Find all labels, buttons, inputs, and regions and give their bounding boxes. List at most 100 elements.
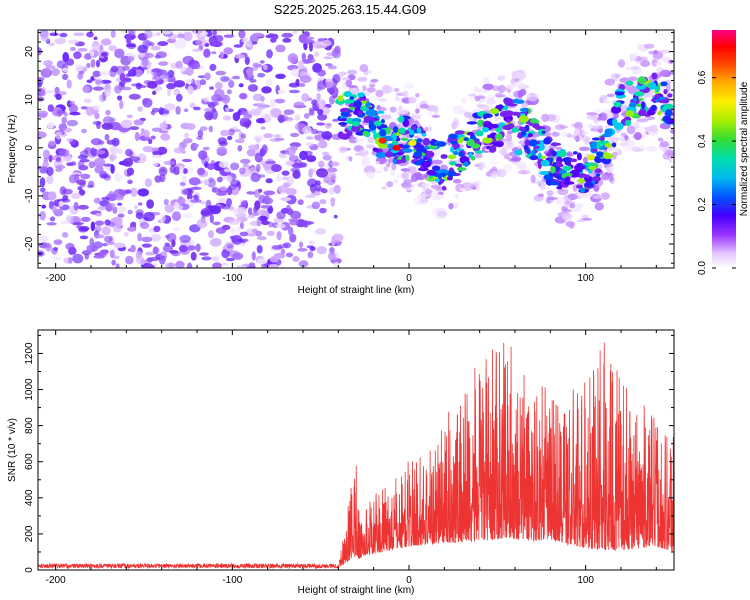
noise-blob xyxy=(181,158,192,163)
noise-blob xyxy=(212,30,217,39)
noise-blob xyxy=(68,39,80,45)
signal-halo-blob xyxy=(513,77,523,82)
signal-core-blob xyxy=(396,152,404,156)
noise-blob xyxy=(233,44,243,48)
signal-core-blob xyxy=(423,156,428,161)
spectrogram-blobs xyxy=(38,30,674,268)
signal-core-blob xyxy=(457,139,464,144)
noise-blob xyxy=(239,92,248,100)
noise-blob xyxy=(46,175,54,185)
noise-blob xyxy=(158,166,168,177)
signal-core-blob xyxy=(549,180,559,186)
signal-core-blob xyxy=(386,126,391,135)
signal-halo-blob xyxy=(634,148,644,152)
signal-halo-blob xyxy=(341,77,351,81)
noise-blob xyxy=(61,232,69,238)
signal-core-blob xyxy=(504,104,509,111)
noise-blob xyxy=(46,222,57,226)
signal-halo-blob xyxy=(381,186,387,190)
noise-blob xyxy=(53,239,63,246)
noise-blob xyxy=(72,253,84,264)
signal-core-blob xyxy=(426,169,436,176)
noise-blob xyxy=(303,113,310,119)
noise-blob xyxy=(74,63,84,72)
noise-blob xyxy=(301,93,310,103)
signal-halo-blob xyxy=(633,132,642,141)
noise-blob xyxy=(93,86,104,92)
noise-blob xyxy=(255,136,261,144)
signal-core-blob xyxy=(519,107,529,112)
noise-blob xyxy=(299,150,308,161)
noise-blob xyxy=(181,175,187,183)
signal-halo-blob xyxy=(666,83,671,92)
signal-halo-blob xyxy=(505,141,515,149)
noise-blob xyxy=(96,121,101,130)
noise-blob xyxy=(80,106,89,110)
noise-blob xyxy=(148,138,153,145)
noise-blob xyxy=(81,85,91,94)
signal-halo-blob xyxy=(359,64,369,73)
signal-core-blob xyxy=(494,133,503,140)
signal-core-blob xyxy=(398,127,406,134)
noise-blob xyxy=(126,167,135,176)
noise-blob xyxy=(211,51,217,55)
noise-blob xyxy=(138,51,146,58)
signal-halo-blob xyxy=(546,114,556,122)
signal-core-blob xyxy=(463,137,469,142)
signal-halo-blob xyxy=(486,98,496,105)
noise-blob xyxy=(86,79,93,84)
noise-blob xyxy=(274,137,285,141)
noise-blob xyxy=(141,243,152,248)
signal-halo-blob xyxy=(452,202,460,209)
noise-blob xyxy=(88,161,96,169)
signal-halo-blob xyxy=(419,104,430,109)
signal-halo-blob xyxy=(436,211,448,217)
signal-halo-blob xyxy=(559,125,569,129)
noise-blob xyxy=(223,47,234,55)
signal-core-blob xyxy=(634,91,645,97)
signal-halo-blob xyxy=(655,61,663,66)
signal-core-blob xyxy=(528,139,539,147)
noise-blob xyxy=(137,66,148,70)
signal-core-blob xyxy=(344,98,356,105)
noise-blob xyxy=(277,89,286,94)
noise-blob xyxy=(120,86,132,91)
noise-blob xyxy=(265,34,273,39)
signal-core-blob xyxy=(431,165,441,171)
signal-core-blob xyxy=(654,94,661,98)
noise-blob xyxy=(112,255,120,260)
noise-blob xyxy=(211,94,223,102)
signal-core-blob xyxy=(421,160,431,168)
noise-blob xyxy=(230,179,241,187)
signal-halo-blob xyxy=(468,95,474,101)
noise-blob xyxy=(205,199,212,209)
signal-core-blob xyxy=(614,122,624,131)
signal-halo-blob xyxy=(595,108,601,113)
noise-blob xyxy=(55,93,62,101)
signal-core-blob xyxy=(338,122,348,126)
noise-blob xyxy=(173,88,181,96)
signal-core-blob xyxy=(506,118,512,123)
signal-core-blob xyxy=(541,130,546,134)
noise-blob xyxy=(309,246,316,252)
signal-core-blob xyxy=(662,115,672,123)
signal-halo-blob xyxy=(367,136,375,144)
noise-blob xyxy=(169,250,179,254)
noise-blob xyxy=(265,160,276,164)
signal-halo-blob xyxy=(474,163,480,168)
noise-blob xyxy=(216,36,224,42)
noise-blob xyxy=(330,161,340,167)
noise-blob xyxy=(39,169,49,174)
noise-blob xyxy=(294,214,301,220)
noise-blob xyxy=(94,78,104,86)
noise-blob xyxy=(68,246,77,256)
noise-blob xyxy=(117,202,123,206)
snr-y-tick-label-0: 0 xyxy=(24,567,35,573)
signal-core-blob xyxy=(587,178,592,183)
noise-blob xyxy=(247,207,253,215)
noise-blob xyxy=(203,96,211,102)
noise-blob xyxy=(149,42,155,47)
noise-blob xyxy=(54,37,66,45)
noise-blob xyxy=(134,131,140,142)
noise-blob xyxy=(199,201,206,205)
